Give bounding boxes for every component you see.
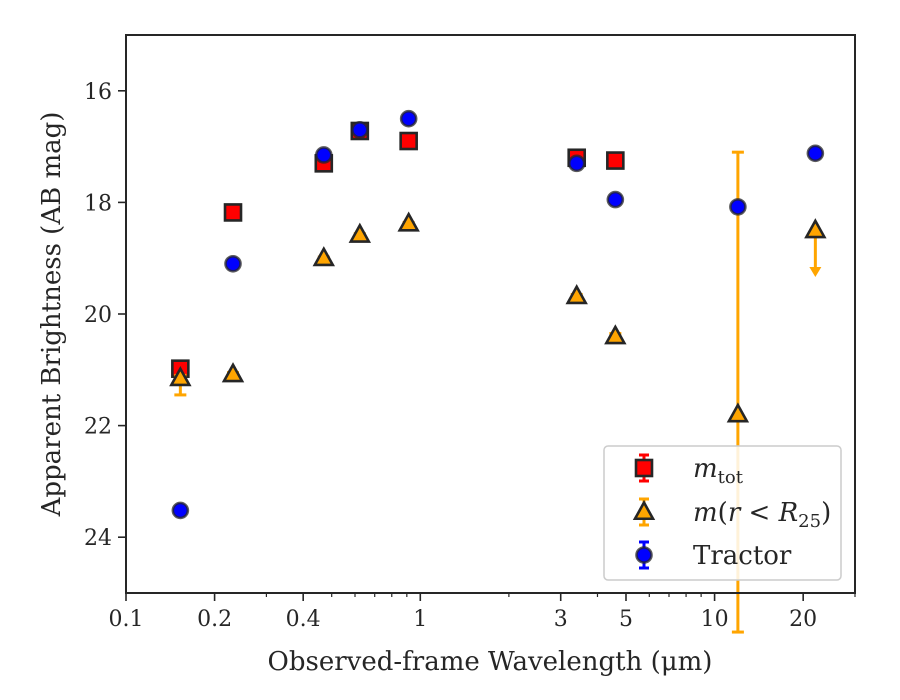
data-point-triangle [221, 362, 245, 383]
plot-frame [125, 34, 856, 594]
data-point-circle [351, 121, 369, 139]
data-point-triangle [604, 324, 627, 345]
data-point-circle [171, 501, 190, 520]
y-tick-label: 20 [84, 303, 112, 328]
legend-label: mtot [693, 454, 744, 488]
legend-entry: Tractor [635, 540, 792, 571]
legend-marker-triangle [632, 499, 656, 521]
data-point-triangle [804, 218, 827, 239]
y-axis-label: Apparent Brightness (AB mag) [37, 112, 67, 518]
data-point-square [399, 131, 418, 151]
y-tick-label: 24 [84, 526, 112, 551]
legend: mtot m(r < R25) Tractor [603, 445, 842, 581]
x-tick-label: 10 [701, 607, 729, 632]
legend-label: Tractor [693, 541, 792, 571]
plot-area [169, 109, 827, 634]
legend-label: m(r < R25) [693, 498, 831, 532]
x-axis-label: Observed-frame Wavelength (μm) [268, 647, 713, 677]
data-point-triangle [397, 211, 420, 232]
y-tick-label: 18 [84, 191, 112, 216]
series-0 [171, 121, 625, 378]
x-tick-label: 1 [413, 607, 427, 632]
y-tick-label: 16 [84, 80, 112, 105]
data-point-circle [567, 154, 586, 173]
series-2 [171, 109, 825, 520]
upper-limit-arrow [809, 266, 822, 277]
x-tick-label: 5 [619, 607, 633, 632]
legend-entry: mtot [634, 453, 744, 488]
data-point-circle [314, 146, 333, 164]
legend-marker-square [634, 458, 654, 478]
y-tick-label: 22 [84, 415, 112, 440]
data-point-circle [224, 254, 242, 273]
x-axis-ticks: 0.1 0.2 0.4 1 3 5 10 20 [109, 593, 817, 632]
data-point-triangle [348, 222, 372, 243]
data-point-triangle [312, 246, 336, 267]
data-point-triangle [565, 284, 588, 305]
data-point-triangle [169, 366, 192, 387]
legend-box [603, 445, 842, 581]
data-point-square [606, 151, 625, 170]
x-tick-label: 3 [554, 607, 568, 632]
data-point-circle [729, 198, 747, 216]
legend-marker-circle [635, 546, 653, 564]
x-tick-label: 0.2 [197, 607, 232, 632]
x-tick-label: 0.1 [109, 607, 144, 632]
x-tick-label: 0.4 [286, 607, 321, 632]
legend-entry: m(r < R25) [632, 497, 831, 532]
x-tick-label: 20 [789, 607, 817, 632]
data-point-circle [606, 190, 625, 209]
data-point-triangle [726, 402, 750, 423]
data-point-circle [806, 144, 825, 163]
y-axis-ticks: 16 18 20 22 24 [84, 80, 126, 551]
data-point-square [223, 203, 243, 222]
data-point-circle [399, 109, 418, 128]
